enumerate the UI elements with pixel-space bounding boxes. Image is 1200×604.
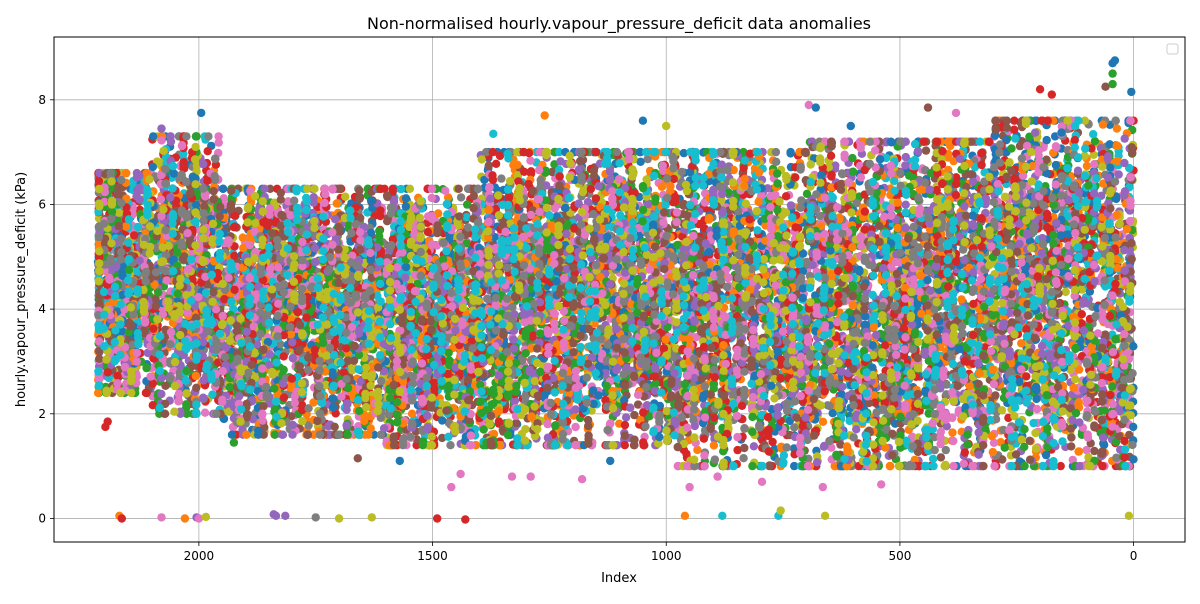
scatter-point (495, 417, 503, 425)
scatter-point (446, 441, 454, 449)
scatter-point (485, 161, 493, 169)
scatter-point (309, 198, 317, 206)
scatter-point (571, 405, 579, 413)
scatter-point (922, 146, 930, 154)
scatter-point (1083, 162, 1091, 170)
scatter-point (693, 446, 701, 454)
scatter-point (937, 453, 945, 461)
scatter-point (478, 155, 486, 163)
scatter-point (201, 409, 209, 417)
